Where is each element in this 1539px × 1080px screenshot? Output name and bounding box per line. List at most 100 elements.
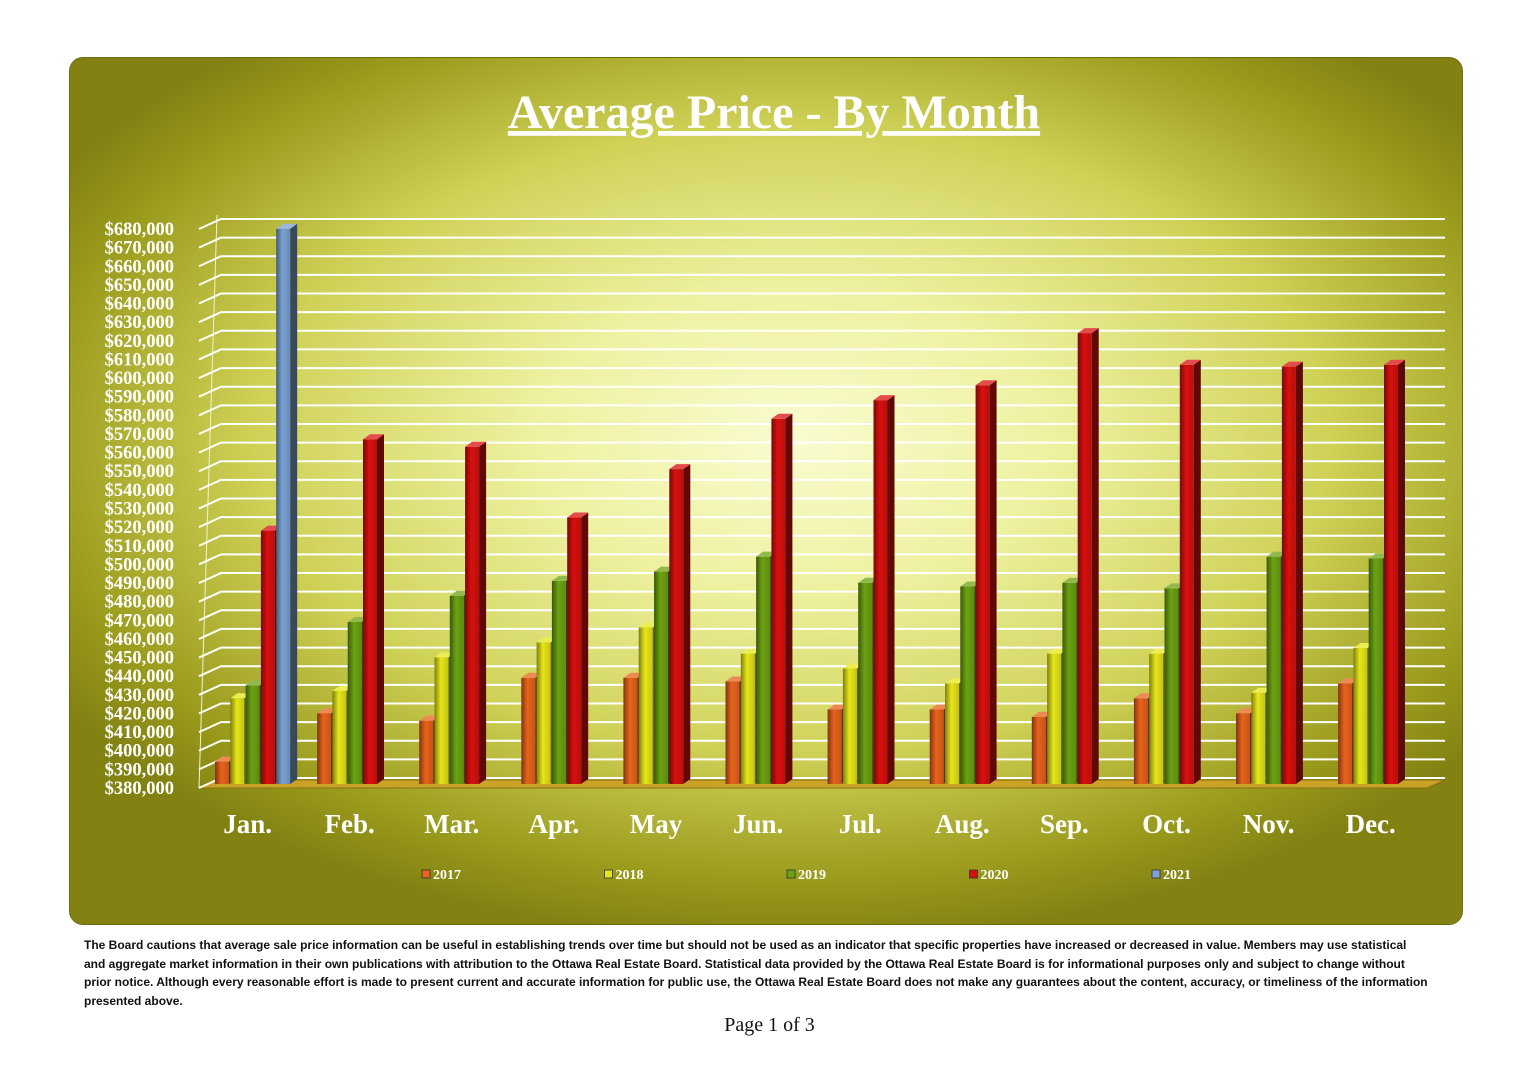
bar-top (363, 434, 384, 440)
bar (1281, 361, 1303, 784)
y-tick-label: $390,000 (105, 760, 174, 780)
bar-group (1031, 328, 1099, 784)
y-tick-label: $530,000 (105, 500, 174, 520)
y-tick-label: $400,000 (105, 742, 174, 762)
legend-label: 2021 (1163, 868, 1191, 883)
gridline (198, 292, 1445, 305)
y-tick-label: $620,000 (105, 332, 174, 352)
x-tick-label: Jan. (223, 809, 272, 839)
x-tick-label: Apr. (529, 809, 580, 839)
gridline (198, 665, 1445, 678)
bar-top (465, 441, 487, 447)
bar (567, 512, 589, 784)
gridline (198, 385, 1445, 398)
bar-front (842, 668, 857, 784)
legend-item: 2018 (604, 868, 644, 883)
x-tick-label: Aug. (935, 809, 990, 839)
bar-front (740, 653, 755, 784)
bar-front (230, 698, 245, 784)
bar-top (276, 223, 298, 229)
bar (669, 464, 691, 784)
bar (1179, 359, 1201, 784)
bar-front (669, 469, 684, 784)
legend-label: 2017 (433, 868, 461, 883)
bar-front (347, 621, 362, 784)
bar-group (1236, 361, 1303, 784)
y-tick-label: $560,000 (105, 444, 174, 464)
bar-front (638, 627, 653, 784)
x-tick-label: Sep. (1040, 809, 1089, 839)
bar-top (975, 380, 997, 386)
gridline (198, 627, 1445, 640)
legend-swatch (786, 869, 796, 879)
gridline (198, 255, 1445, 268)
bar-front (260, 530, 275, 784)
bar-group (215, 223, 298, 784)
y-tick-label: $660,000 (105, 257, 174, 277)
bar-group (929, 380, 997, 784)
bar-front (1266, 556, 1281, 784)
gridline (198, 441, 1445, 454)
bar-front (1077, 333, 1092, 784)
legend-item: 2021 (1151, 868, 1191, 883)
gridline (198, 329, 1445, 342)
gridline (198, 422, 1445, 435)
bar-group (521, 512, 589, 784)
bar-group (827, 395, 895, 784)
x-tick-label: Dec. (1346, 809, 1396, 839)
y-tick-label: $670,000 (105, 239, 174, 259)
bar-group (1338, 359, 1405, 784)
bar-side (581, 512, 589, 784)
gridline (198, 646, 1445, 659)
bar (465, 441, 487, 784)
bar-front (1133, 698, 1148, 784)
y-tick-label: $490,000 (105, 574, 174, 594)
x-tick-label: Mar. (424, 809, 479, 839)
bar (1384, 359, 1405, 784)
x-tick-label: Oct. (1142, 809, 1191, 839)
y-tick-label: $520,000 (105, 518, 174, 538)
y-tick-label: $640,000 (105, 295, 174, 315)
y-tick-label: $410,000 (105, 723, 174, 743)
bar-front (771, 418, 786, 784)
y-tick-label: $510,000 (105, 537, 174, 557)
gridline (198, 572, 1445, 584)
gridline (198, 497, 1445, 510)
x-tick-label: Jul. (839, 809, 882, 839)
bar-front (521, 677, 536, 784)
bar-top (1179, 359, 1201, 365)
bar-front (1047, 653, 1062, 784)
bar-front (1384, 364, 1398, 784)
y-tick-label: $570,000 (105, 425, 174, 445)
bar-front (449, 595, 464, 784)
gridline (198, 516, 1445, 529)
legend-item: 2017 (421, 868, 461, 883)
x-tick-label: Feb. (325, 809, 375, 839)
bar-front (1179, 364, 1194, 784)
bar-front (551, 580, 566, 784)
bar-side (683, 464, 691, 784)
bar-side (989, 380, 997, 784)
y-tick-label: $500,000 (105, 555, 174, 575)
bar-front (465, 446, 480, 784)
y-tick-label: $630,000 (105, 313, 174, 333)
y-tick-label: $470,000 (105, 611, 174, 631)
bar-group (1133, 359, 1201, 784)
y-tick-label: $420,000 (105, 704, 174, 724)
legend-swatch (604, 869, 613, 879)
bar-front (1149, 653, 1164, 784)
bar-front (929, 709, 944, 784)
y-tick-label: $430,000 (105, 686, 174, 706)
gridline (198, 478, 1445, 491)
disclaimer-text: The Board cautions that average sale pri… (84, 938, 1428, 1008)
y-tick-label: $440,000 (105, 667, 174, 687)
bar-front (1236, 713, 1250, 784)
bar-group (419, 441, 487, 784)
bar-front (434, 657, 449, 784)
legend-item: 2019 (786, 868, 826, 883)
bar-front (1353, 647, 1368, 784)
bar-side (1193, 359, 1201, 784)
bar-top (1384, 359, 1405, 365)
bar-top (873, 395, 895, 401)
gridline (198, 404, 1445, 417)
